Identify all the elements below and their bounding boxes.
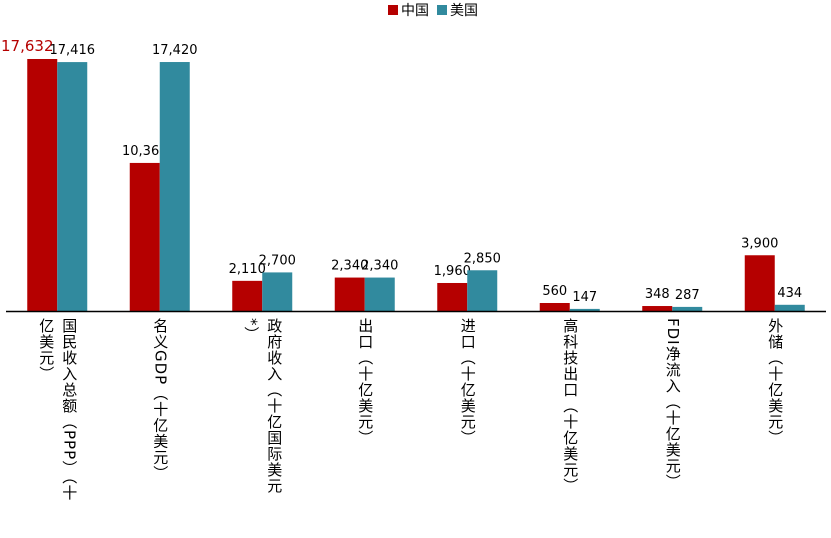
data-label-usa-5: 147 <box>572 290 597 305</box>
data-label-usa-0: 17,416 <box>50 43 96 58</box>
x-tick-label-7: 外储（十亿美元） <box>763 318 786 538</box>
x-tick-label-line: 出口（十亿美元） <box>356 318 375 446</box>
bar-usa-7 <box>774 304 805 311</box>
data-label-china-1: 10,360 <box>122 144 168 159</box>
bar-usa-2 <box>262 272 293 311</box>
x-tick-label-0: 国民收入总额（PPP）（十 亿美元） <box>34 318 80 538</box>
x-tick-label-line: 外储（十亿美元） <box>766 318 785 446</box>
legend-swatch-china <box>388 5 398 15</box>
legend-label-china: 中国 <box>401 3 429 19</box>
data-label-china-2: 2,110 <box>229 262 266 277</box>
legend-label-usa: 美国 <box>450 3 478 19</box>
x-tick-label-line: 政府收入（十亿国际美元 <box>265 318 284 494</box>
data-label-usa-6: 287 <box>675 288 700 303</box>
data-label-usa-7: 434 <box>777 286 802 301</box>
x-tick-label-line: *） <box>242 318 261 343</box>
bar-china-2 <box>232 280 263 311</box>
legend-swatch-usa <box>437 5 447 15</box>
data-label-usa-3: 2,340 <box>361 259 398 274</box>
x-tick-label-6: FDI净流入（十亿美元） <box>661 318 684 538</box>
x-tick-label-line: 进口（十亿美元） <box>458 318 477 446</box>
data-label-china-3: 2,340 <box>331 259 368 274</box>
bar-usa-6 <box>672 306 703 311</box>
data-label-usa-2: 2,700 <box>259 253 296 268</box>
bar-china-7 <box>744 255 775 311</box>
bar-usa-4 <box>467 270 498 311</box>
data-label-china-4: 1,960 <box>434 264 471 279</box>
data-label-china-6: 348 <box>645 287 670 302</box>
x-tick-label-line: 国民收入总额（PPP）（十 <box>60 318 79 501</box>
data-label-usa-4: 2,850 <box>464 251 501 266</box>
x-tick-label-2: 政府收入（十亿国际美元 *） <box>239 318 285 538</box>
data-label-china-0: 17,632 <box>1 37 54 55</box>
x-tick-label-line: FDI净流入（十亿美元） <box>663 318 682 490</box>
x-tick-label-4: 进口（十亿美元） <box>456 318 479 538</box>
data-label-usa-1: 17,420 <box>152 43 198 58</box>
bar-usa-3 <box>364 277 395 311</box>
bar-usa-5 <box>569 308 600 311</box>
bar-china-6 <box>642 306 673 311</box>
bar-china-3 <box>334 277 365 311</box>
x-tick-label-5: 高科技出口（十亿美元） <box>558 318 581 538</box>
x-tick-label-line: 高科技出口（十亿美元） <box>561 318 580 494</box>
data-label-china-7: 3,900 <box>741 236 778 251</box>
data-label-china-5: 560 <box>542 284 567 299</box>
x-tick-label-line: 名义GDP（十亿美元） <box>151 318 170 482</box>
bar-china-0 <box>27 59 58 311</box>
x-tick-label-1: 名义GDP（十亿美元） <box>148 318 171 538</box>
bar-china-1 <box>129 162 160 311</box>
legend-item-china: 中国 <box>388 0 429 20</box>
bar-usa-1 <box>159 62 190 312</box>
bar-china-5 <box>539 302 570 311</box>
bar-china-4 <box>437 282 468 311</box>
legend-item-usa: 美国 <box>437 0 478 20</box>
bar-usa-0 <box>57 62 88 311</box>
x-tick-label-3: 出口（十亿美元） <box>353 318 376 538</box>
x-tick-label-line: 亿美元） <box>37 318 56 382</box>
legend: 中国 美国 <box>388 0 478 20</box>
